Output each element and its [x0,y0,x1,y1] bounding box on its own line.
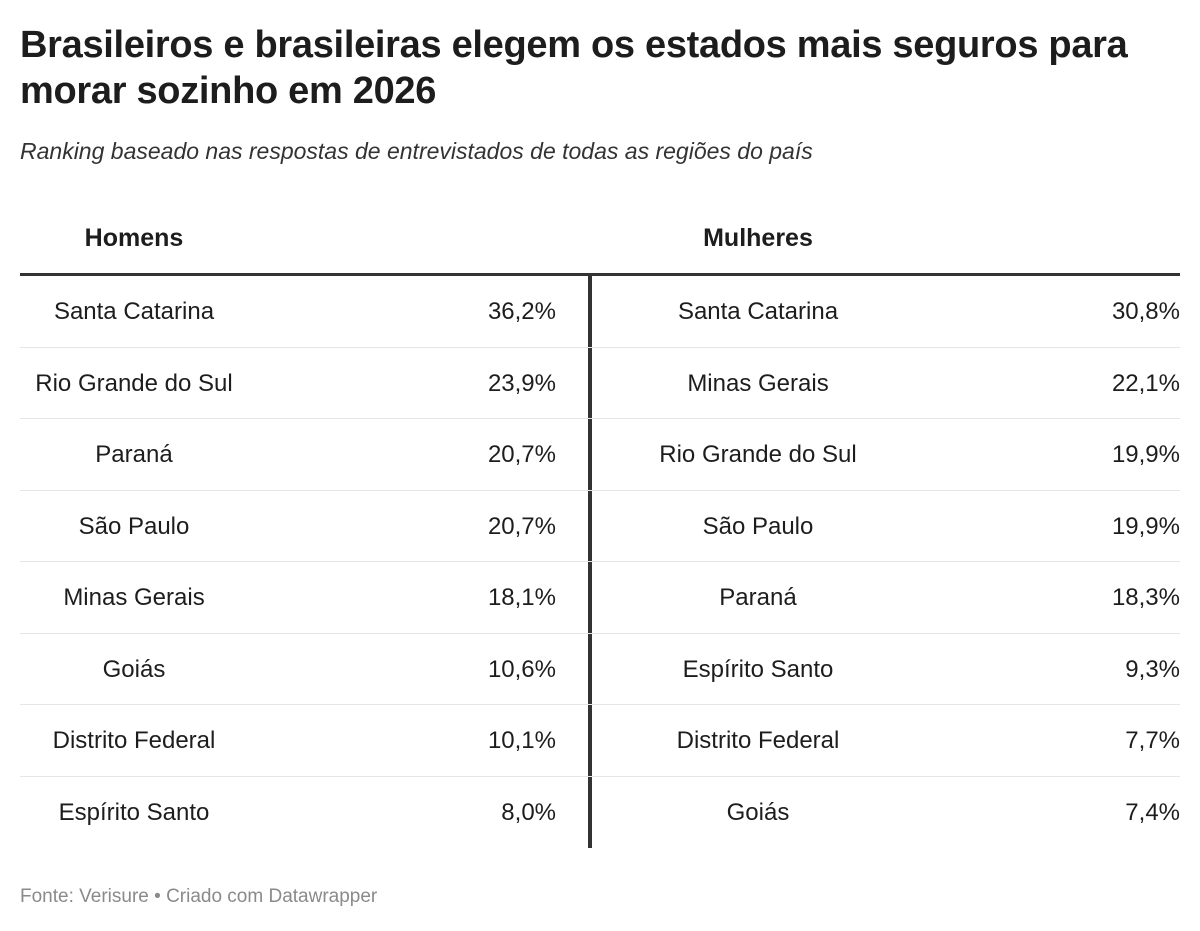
women-value-cell: 9,3% [1125,655,1180,683]
women-state-cell: Minas Gerais [687,369,829,397]
table-row: Distrito Federal 10,1% Distrito Federal 7,7… [20,705,1180,777]
men-value-cell: 18,1% [487,584,556,611]
women-state-cell: Santa Catarina [677,298,839,325]
table-row: Rio Grande do Sul 23,9% Minas Gerais 22,1% [20,348,1180,419]
women-value-cell: 7,4% [1125,798,1180,826]
women-state-cell: Goiás [726,798,790,826]
chart-subtitle: Ranking baseado nas respostas de entrevi… [20,138,813,164]
men-value-cell: 20,7% [487,512,556,540]
men-state-cell: Distrito Federal [52,727,216,754]
table-row: São Paulo 20,7% São Paulo 19,9% [20,491,1180,562]
women-value-cell: 22,1% [1111,369,1180,397]
footer-separator: • [148,886,167,907]
men-value-cell: 36,2% [487,298,556,325]
men-state-cell: Minas Gerais [63,584,205,611]
header-rule [20,273,1180,276]
chart-footer: Fonte: Verisure • Criado com Datawrapper [20,886,377,908]
men-state-cell: Espírito Santo [58,798,210,826]
column-header-mulheres: Mulheres [703,224,813,252]
women-state-cell: Rio Grande do Sul [659,441,857,468]
men-value-cell: 10,6% [487,655,556,683]
table-row: Paraná 20,7% Rio Grande do Sul 19,9% [20,419,1180,491]
men-state-cell: Goiás [102,655,166,683]
chart-title: Brasileiros e brasileiras elegem os esta… [20,24,1128,112]
women-value-cell: 19,9% [1111,441,1180,468]
column-divider [588,276,592,848]
women-state-cell: Distrito Federal [676,727,840,754]
women-state-cell: São Paulo [702,512,814,540]
men-value-cell: 20,7% [487,441,556,468]
women-value-cell: 19,9% [1111,512,1180,540]
women-value-cell: 30,8% [1111,298,1180,325]
table-row: Goiás 10,6% Espírito Santo 9,3% [20,634,1180,705]
women-state-cell: Paraná [719,584,797,611]
women-state-cell: Espírito Santo [682,655,834,683]
women-value-cell: 18,3% [1111,584,1180,611]
men-state-cell: Santa Catarina [53,298,215,325]
table-row: Minas Gerais 18,1% Paraná 18,3% [20,562,1180,634]
ranking-table: Homens Mulheres Santa Catarina 36,2% Santa… [20,218,1180,848]
column-header-homens: Homens [84,224,184,252]
source-note: Fonte: Verisure [20,886,149,907]
table-row: Santa Catarina 36,2% Santa Catarina 30,8% [20,276,1180,348]
table-row: Espírito Santo 8,0% Goiás 7,4% [20,777,1180,849]
men-state-cell: Paraná [95,441,173,468]
women-value-cell: 7,7% [1125,727,1180,754]
men-state-cell: Rio Grande do Sul [35,369,233,397]
table-body: Santa Catarina 36,2% Santa Catarina 30,8% Ri… [20,276,1180,848]
credit-note: Criado com Datawrapper [166,886,378,907]
men-value-cell: 23,9% [487,369,556,397]
men-value-cell: 10,1% [487,727,556,754]
table-header: Homens Mulheres [20,218,1180,276]
men-value-cell: 8,0% [501,798,556,826]
men-state-cell: São Paulo [78,512,190,540]
